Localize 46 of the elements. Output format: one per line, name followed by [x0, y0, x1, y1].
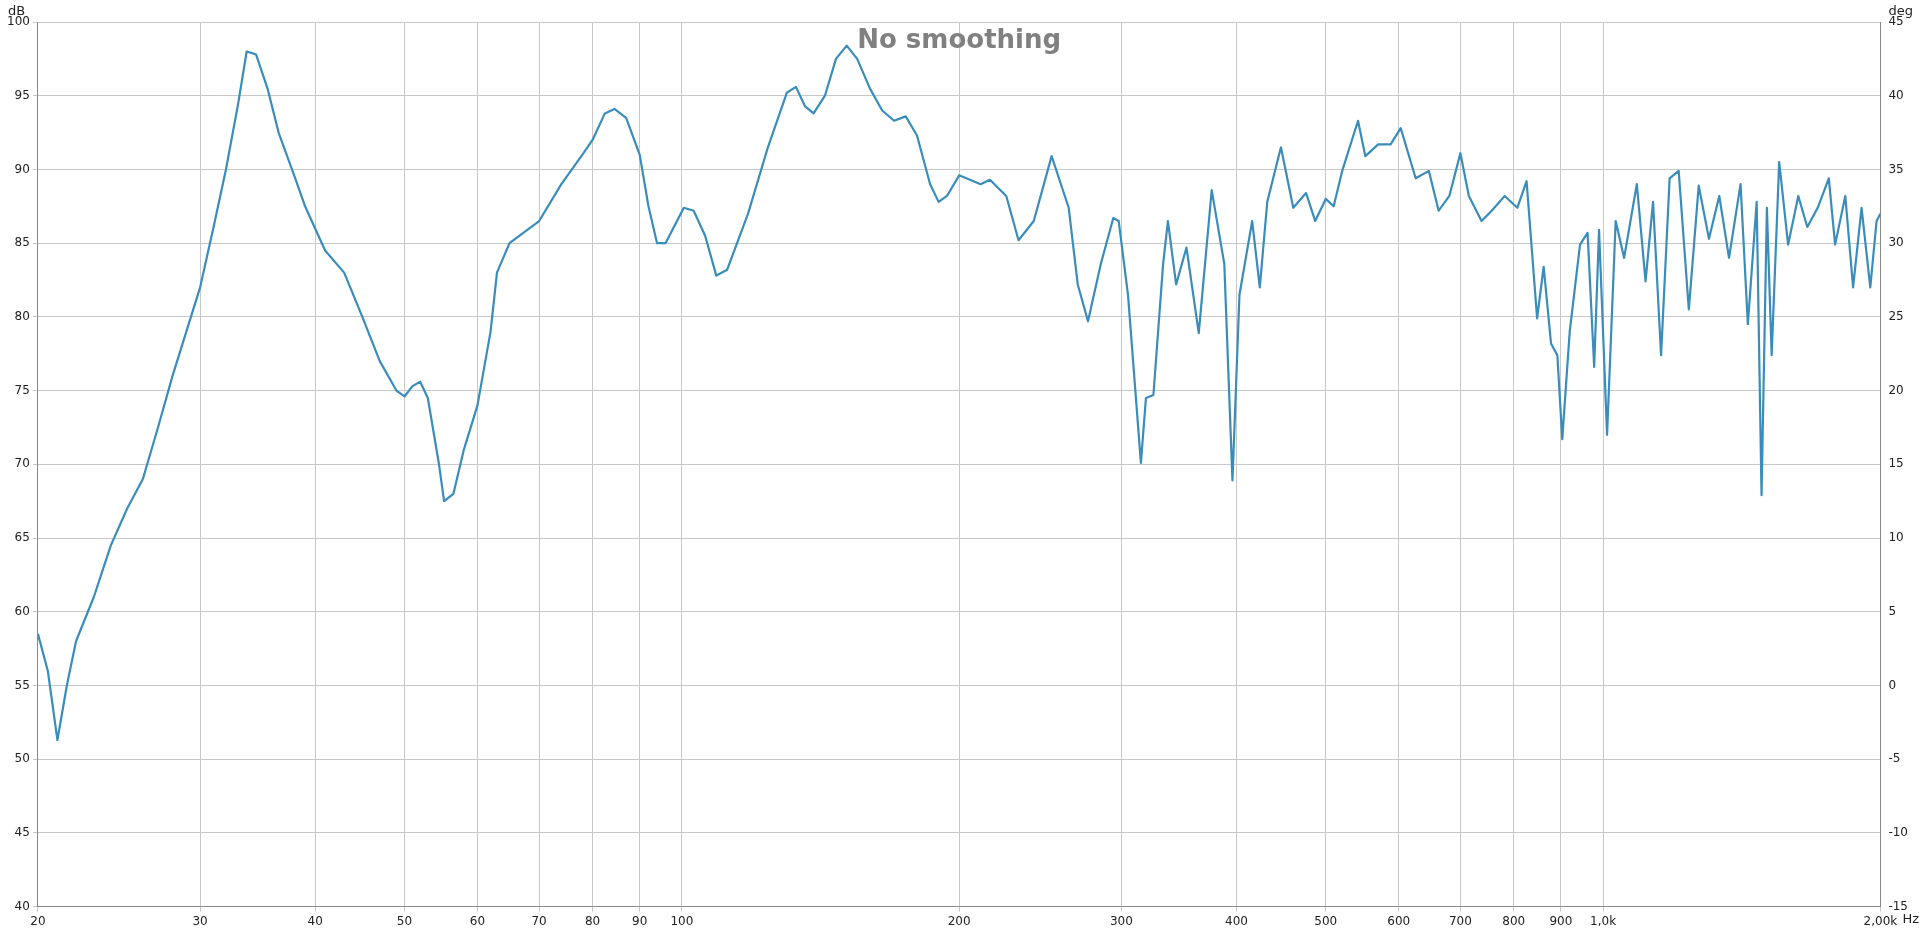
y-tick-label: 65 [14, 530, 30, 545]
y2-tick-label: 0 [1888, 677, 1897, 692]
chart-title: No smoothing [857, 23, 1062, 54]
y-tick-label: 100 [7, 14, 30, 29]
x-tick-label: 600 [1387, 913, 1411, 928]
x-tick-label: 60 [469, 913, 486, 928]
y-tick-label: 70 [14, 456, 30, 471]
y2-tick-label: 30 [1888, 235, 1904, 250]
y-tick-label: 85 [14, 235, 30, 250]
x-tick-label: 400 [1225, 913, 1248, 928]
x-tick-label: 30 [192, 913, 208, 928]
x-tick-label: 40 [307, 913, 323, 928]
y-tick-label: 50 [14, 751, 30, 766]
y-tick-label: 45 [14, 825, 30, 840]
x-tick-label: 2,00k [1863, 913, 1898, 928]
y2-tick-label: 40 [1888, 87, 1904, 102]
y2-tick-label: -15 [1888, 898, 1909, 913]
y2-tick-label: 5 [1888, 603, 1897, 618]
y-tick-label: 40 [14, 898, 30, 913]
y2-tick-label: 15 [1888, 456, 1904, 471]
y-tick-label: 55 [14, 677, 30, 692]
x-tick-label: 1,0k [1590, 913, 1617, 928]
y-tick-label: 95 [14, 87, 30, 102]
x-tick-label: 90 [632, 913, 648, 928]
x-tick-label: 300 [1109, 913, 1133, 928]
y2-tick-label: 25 [1888, 308, 1904, 323]
x-tick-label: 20 [30, 913, 46, 928]
x-tick-label: 70 [531, 913, 547, 928]
y2-tick-label: 20 [1888, 382, 1904, 397]
x-tick-label: 800 [1502, 913, 1526, 928]
x-tick-label: 500 [1314, 913, 1338, 928]
x-tick-label: 100 [670, 913, 694, 928]
x-tick-label: 80 [584, 913, 601, 928]
x-tick-label: 200 [947, 913, 971, 928]
x-tick-label: 50 [396, 913, 413, 928]
y2-tick-label: -10 [1888, 825, 1909, 840]
y2-tick-label: 35 [1888, 161, 1904, 176]
x-axis-title: Hz [1902, 911, 1919, 927]
y-tick-label: 75 [14, 382, 30, 397]
x-tick-label: 900 [1549, 913, 1573, 928]
y-tick-label: 90 [14, 161, 30, 176]
y2-tick-label: -5 [1888, 751, 1901, 766]
x-tick-label: 700 [1448, 913, 1472, 928]
y-tick-label: 80 [14, 308, 30, 323]
y2-tick-label: 10 [1888, 530, 1904, 545]
y-tick-label: 60 [14, 603, 30, 618]
